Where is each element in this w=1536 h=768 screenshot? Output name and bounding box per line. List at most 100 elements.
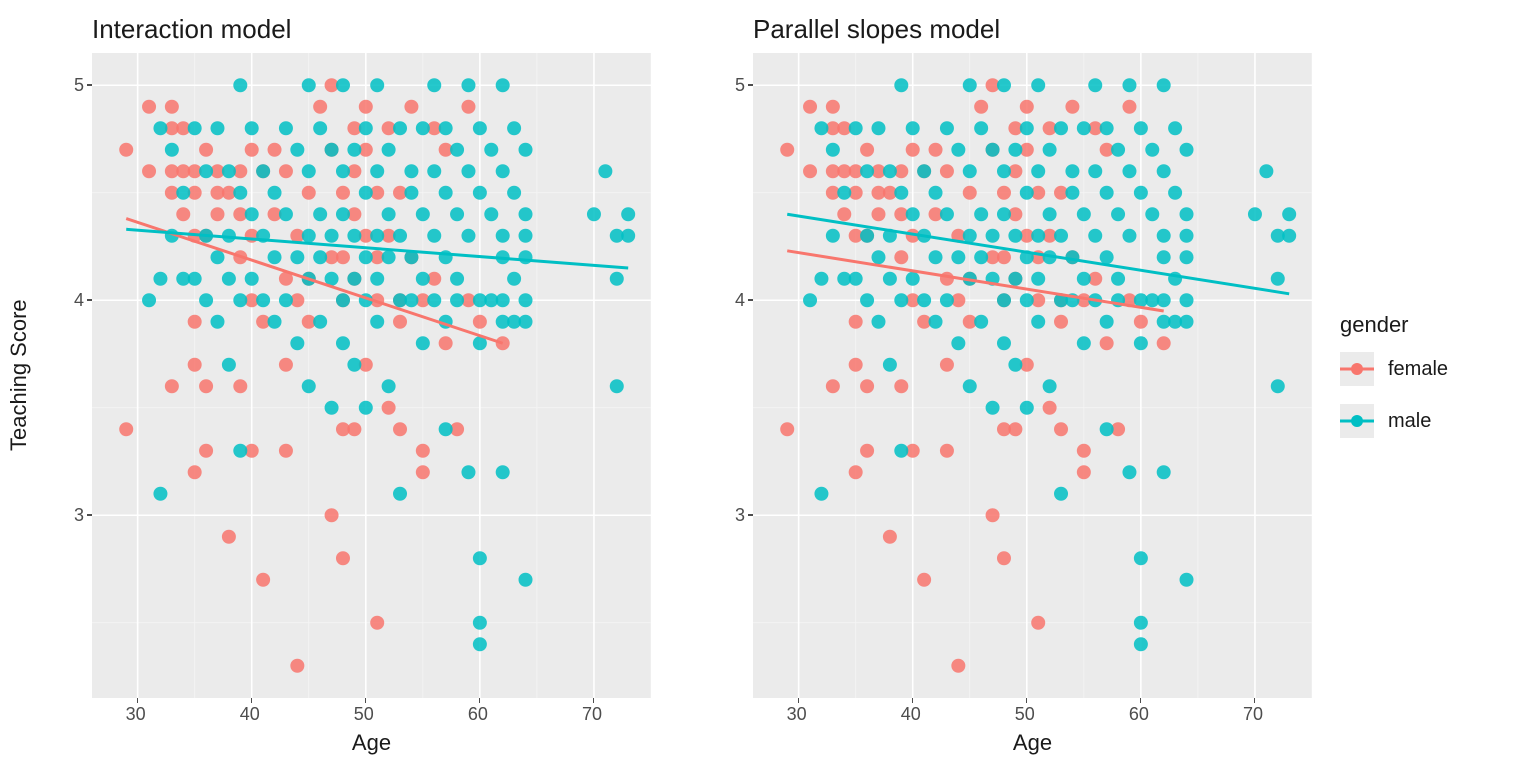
point-female — [1008, 422, 1022, 436]
point-male — [519, 293, 533, 307]
point-male — [233, 186, 247, 200]
point-male — [951, 336, 965, 350]
point-male — [461, 78, 475, 92]
x-tick-label: 30 — [126, 704, 146, 725]
point-male — [1100, 121, 1114, 135]
panel-1: Parallel slopes model3453040506070Age — [661, 0, 1322, 768]
point-male — [210, 121, 224, 135]
point-male — [1157, 293, 1171, 307]
point-female — [142, 100, 156, 114]
x-tick-label: 30 — [787, 704, 807, 725]
point-male — [370, 272, 384, 286]
point-male — [233, 78, 247, 92]
y-tick-label: 5 — [735, 75, 745, 96]
point-male — [496, 229, 510, 243]
point-male — [370, 229, 384, 243]
point-male — [473, 121, 487, 135]
y-tick-label: 4 — [735, 290, 745, 311]
point-male — [951, 250, 965, 264]
y-tick-label: 3 — [735, 505, 745, 526]
point-male — [1282, 207, 1296, 221]
point-male — [929, 186, 943, 200]
point-male — [917, 164, 931, 178]
point-male — [1031, 164, 1045, 178]
point-male — [1031, 272, 1045, 286]
point-male — [1180, 315, 1194, 329]
point-female — [1043, 401, 1057, 415]
point-female — [245, 143, 259, 157]
x-tick-label: 70 — [1243, 704, 1263, 725]
point-male — [519, 573, 533, 587]
point-female — [256, 573, 270, 587]
point-male — [814, 121, 828, 135]
point-female — [997, 250, 1011, 264]
point-male — [1180, 229, 1194, 243]
point-male — [222, 164, 236, 178]
point-male — [871, 315, 885, 329]
point-female — [963, 186, 977, 200]
x-tick-label: 50 — [354, 704, 374, 725]
point-male — [1180, 293, 1194, 307]
point-female — [199, 379, 213, 393]
point-male — [917, 293, 931, 307]
point-male — [1111, 143, 1125, 157]
point-female — [222, 530, 236, 544]
point-female — [359, 100, 373, 114]
point-male — [1054, 121, 1068, 135]
point-male — [313, 207, 327, 221]
point-male — [336, 336, 350, 350]
point-male — [883, 272, 897, 286]
point-male — [963, 164, 977, 178]
point-male — [222, 358, 236, 372]
point-male — [974, 121, 988, 135]
point-female — [119, 422, 133, 436]
point-male — [268, 250, 282, 264]
point-male — [393, 229, 407, 243]
point-female — [929, 143, 943, 157]
panel-0: Interaction modelTeaching Score345304050… — [0, 0, 661, 768]
point-male — [1065, 164, 1079, 178]
plot-area: 3 4 5 — [661, 53, 1322, 698]
point-male — [268, 315, 282, 329]
point-male — [519, 207, 533, 221]
point-female — [1134, 315, 1148, 329]
x-tick-label: 70 — [582, 704, 602, 725]
point-male — [997, 164, 1011, 178]
point-male — [1054, 487, 1068, 501]
point-male — [290, 143, 304, 157]
point-male — [153, 272, 167, 286]
point-male — [473, 637, 487, 651]
point-male — [210, 315, 224, 329]
point-male — [393, 121, 407, 135]
point-male — [473, 616, 487, 630]
point-male — [1088, 229, 1102, 243]
point-female — [780, 143, 794, 157]
point-female — [461, 100, 475, 114]
point-male — [439, 186, 453, 200]
panel-plot — [753, 53, 1312, 698]
point-male — [313, 315, 327, 329]
point-female — [199, 143, 213, 157]
point-male — [165, 143, 179, 157]
point-female — [940, 164, 954, 178]
point-male — [1157, 78, 1171, 92]
point-male — [233, 293, 247, 307]
point-female — [165, 379, 179, 393]
legend: gender femalemale — [1322, 0, 1536, 768]
point-male — [484, 143, 498, 157]
point-male — [153, 121, 167, 135]
point-male — [461, 164, 475, 178]
point-male — [814, 272, 828, 286]
x-tick-label: 40 — [901, 704, 921, 725]
point-male — [347, 272, 361, 286]
point-male — [325, 401, 339, 415]
point-male — [1122, 164, 1136, 178]
point-male — [404, 164, 418, 178]
point-female — [268, 143, 282, 157]
point-male — [176, 186, 190, 200]
point-male — [496, 465, 510, 479]
point-male — [826, 229, 840, 243]
point-male — [336, 78, 350, 92]
point-male — [837, 186, 851, 200]
point-male — [359, 121, 373, 135]
